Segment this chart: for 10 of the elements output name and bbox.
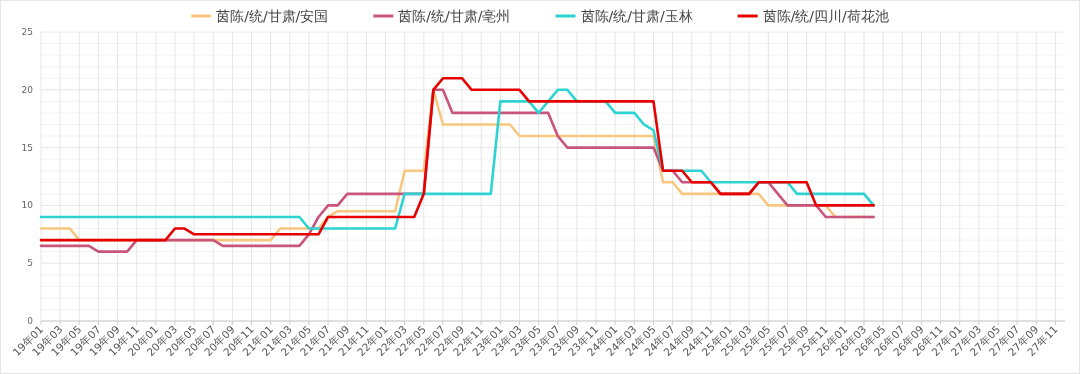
legend-label: 茵陈/统/四川/荷花池 — [762, 8, 889, 24]
legend-label: 茵陈/统/甘肃/亳州 — [398, 8, 511, 24]
y-tick-label: 20 — [21, 84, 34, 95]
y-tick-label: 5 — [27, 258, 33, 269]
y-tick-label: 15 — [21, 142, 33, 153]
y-tick-label: 25 — [21, 27, 33, 37]
legend-label: 茵陈/统/甘肃/安国 — [216, 8, 329, 24]
legend-label: 茵陈/统/甘肃/玉林 — [580, 8, 693, 24]
y-tick-label: 0 — [27, 316, 34, 326]
y-tick-label: 10 — [21, 200, 34, 211]
